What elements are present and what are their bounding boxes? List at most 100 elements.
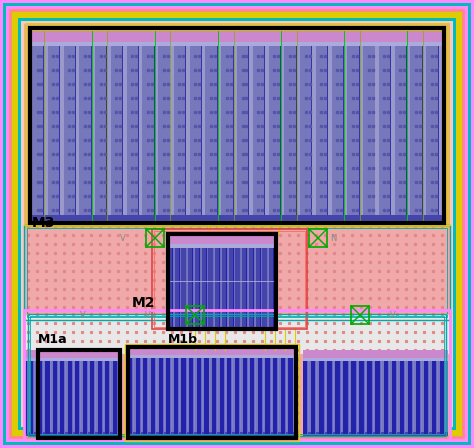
Bar bbox=[410, 46, 422, 221]
Bar bbox=[285, 358, 286, 434]
Bar bbox=[303, 361, 308, 434]
Bar bbox=[219, 248, 220, 327]
Bar bbox=[249, 248, 253, 327]
Bar bbox=[292, 358, 293, 434]
Bar bbox=[288, 358, 292, 434]
Bar bbox=[152, 229, 307, 329]
Bar bbox=[374, 46, 375, 221]
Bar bbox=[233, 248, 234, 327]
Bar bbox=[94, 361, 95, 434]
Bar bbox=[205, 46, 217, 221]
Bar bbox=[128, 347, 296, 438]
Bar bbox=[300, 46, 311, 221]
Bar bbox=[128, 432, 296, 436]
Bar bbox=[327, 46, 328, 221]
Bar bbox=[428, 361, 429, 434]
Bar bbox=[102, 361, 103, 434]
Bar bbox=[158, 358, 163, 434]
Bar bbox=[33, 361, 34, 434]
Bar bbox=[27, 228, 447, 317]
Bar bbox=[424, 361, 428, 434]
Bar bbox=[193, 358, 194, 434]
Bar bbox=[38, 350, 120, 358]
Bar bbox=[38, 350, 120, 438]
Bar bbox=[437, 361, 438, 434]
Bar bbox=[43, 46, 44, 221]
Bar bbox=[201, 46, 202, 221]
Bar bbox=[158, 46, 170, 221]
Bar bbox=[264, 46, 265, 221]
Bar bbox=[311, 361, 316, 434]
Bar bbox=[204, 358, 209, 434]
Bar bbox=[408, 361, 412, 434]
Bar bbox=[105, 361, 109, 434]
Bar bbox=[269, 248, 273, 327]
Bar bbox=[53, 361, 57, 434]
Bar bbox=[170, 46, 171, 221]
Bar bbox=[269, 46, 280, 221]
Bar bbox=[246, 248, 247, 327]
Bar bbox=[372, 361, 373, 434]
Bar bbox=[72, 361, 73, 434]
Bar bbox=[343, 46, 344, 221]
Bar bbox=[38, 432, 120, 436]
Bar bbox=[263, 248, 266, 327]
Bar bbox=[178, 358, 179, 434]
Bar bbox=[83, 361, 87, 434]
Bar bbox=[68, 361, 72, 434]
Bar bbox=[253, 46, 264, 221]
Bar bbox=[375, 361, 380, 434]
Bar bbox=[163, 358, 164, 434]
Bar bbox=[316, 46, 327, 221]
Bar bbox=[95, 46, 107, 221]
Bar bbox=[319, 361, 324, 434]
Bar bbox=[185, 46, 186, 221]
Bar bbox=[128, 358, 296, 436]
Bar bbox=[190, 46, 201, 221]
Bar bbox=[332, 46, 343, 221]
Bar bbox=[125, 344, 299, 441]
Bar bbox=[327, 361, 332, 434]
Bar bbox=[351, 306, 369, 324]
Bar bbox=[256, 248, 260, 327]
Bar bbox=[396, 361, 397, 434]
Bar bbox=[179, 248, 180, 327]
Bar bbox=[197, 358, 201, 434]
Bar bbox=[30, 28, 444, 223]
Bar bbox=[48, 46, 59, 221]
Bar bbox=[24, 310, 450, 434]
Bar bbox=[270, 358, 271, 434]
Bar bbox=[440, 361, 444, 434]
Bar bbox=[432, 361, 437, 434]
Bar bbox=[221, 46, 233, 221]
Text: M2: M2 bbox=[132, 296, 155, 310]
Bar bbox=[209, 358, 210, 434]
Bar bbox=[351, 361, 356, 434]
Bar bbox=[201, 358, 202, 434]
Bar bbox=[258, 358, 262, 434]
Bar bbox=[277, 358, 278, 434]
Bar bbox=[146, 229, 164, 247]
Bar bbox=[140, 358, 141, 434]
Bar bbox=[42, 361, 43, 434]
Bar bbox=[235, 358, 239, 434]
Bar bbox=[262, 358, 263, 434]
Bar bbox=[132, 358, 133, 434]
Bar bbox=[243, 358, 247, 434]
Bar bbox=[24, 432, 36, 436]
Bar bbox=[343, 361, 348, 434]
Bar bbox=[128, 358, 132, 434]
Bar bbox=[206, 248, 207, 327]
Bar bbox=[38, 361, 42, 434]
Bar bbox=[189, 358, 193, 434]
Bar bbox=[38, 358, 120, 361]
Bar bbox=[383, 361, 388, 434]
Bar bbox=[412, 361, 413, 434]
Bar bbox=[242, 248, 246, 327]
Bar bbox=[250, 358, 255, 434]
Bar bbox=[422, 46, 423, 221]
Bar bbox=[348, 361, 349, 434]
Bar bbox=[233, 46, 234, 221]
Bar bbox=[303, 358, 448, 361]
Bar bbox=[217, 46, 218, 221]
